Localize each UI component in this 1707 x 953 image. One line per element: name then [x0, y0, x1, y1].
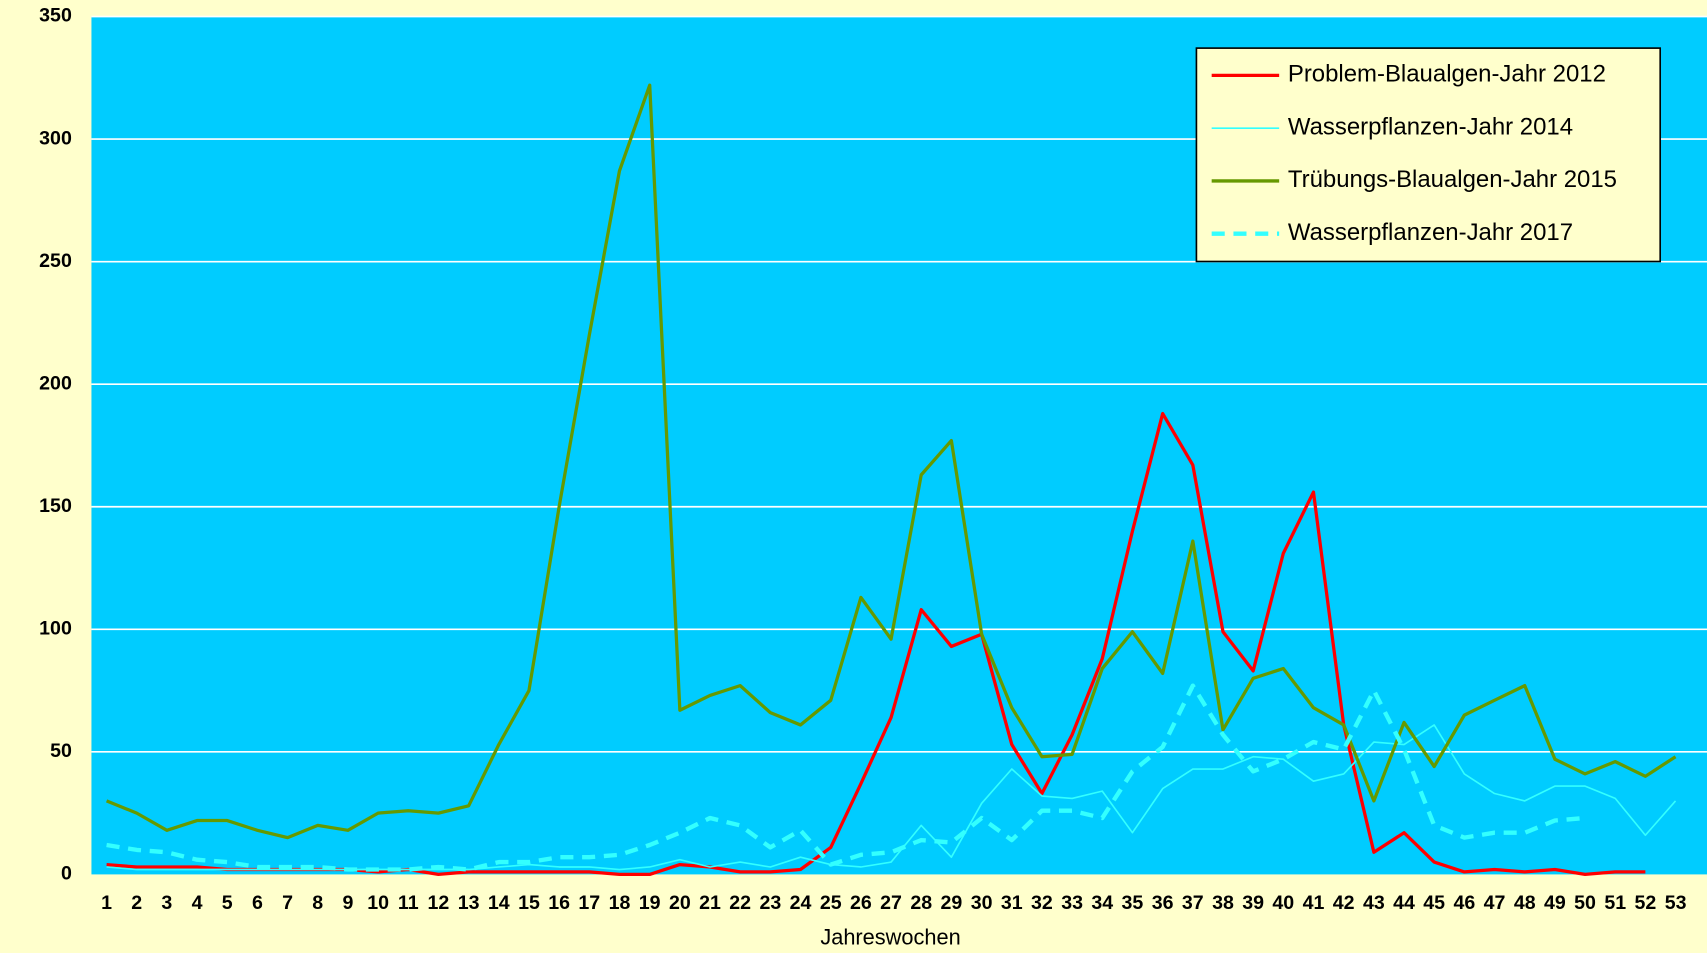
x-tick-label: 7	[282, 892, 293, 914]
x-tick-label: 46	[1453, 892, 1475, 914]
x-tick-label: 24	[790, 892, 812, 914]
x-tick-label: 53	[1665, 892, 1687, 914]
x-tick-label: 28	[910, 892, 932, 914]
x-tick-label: 41	[1303, 892, 1325, 914]
x-tick-label: 12	[428, 892, 450, 914]
x-tick-label: 16	[548, 892, 570, 914]
x-tick-label: 51	[1604, 892, 1626, 914]
x-tick-label: 31	[1001, 892, 1023, 914]
x-tick-label: 29	[941, 892, 963, 914]
x-tick-label: 23	[759, 892, 781, 914]
x-tick-label: 22	[729, 892, 751, 914]
x-tick-label: 5	[222, 892, 233, 914]
y-tick-label: 100	[39, 617, 72, 639]
x-tick-label: 4	[192, 892, 203, 914]
x-tick-label: 6	[252, 892, 263, 914]
x-tick-label: 47	[1484, 892, 1506, 914]
x-tick-label: 14	[488, 892, 510, 914]
y-tick-label: 200	[39, 372, 72, 394]
x-tick-label: 25	[820, 892, 842, 914]
legend-box	[1195, 47, 1662, 263]
x-tick-label: 45	[1423, 892, 1445, 914]
legend-label: Wasserpflanzen-Jahr 2014	[1288, 113, 1573, 140]
x-tick-label: 52	[1635, 892, 1657, 914]
x-tick-label: 38	[1212, 892, 1234, 914]
series-line	[106, 411, 1646, 877]
x-tick-label: 33	[1061, 892, 1083, 914]
x-tick-label: 32	[1031, 892, 1053, 914]
x-tick-label: 27	[880, 892, 902, 914]
x-tick-label: 30	[971, 892, 993, 914]
x-tick-label: 40	[1272, 892, 1294, 914]
y-tick-label: 50	[50, 740, 72, 762]
x-tick-label: 18	[609, 892, 631, 914]
series-line	[106, 683, 1586, 872]
x-tick-label: 10	[367, 892, 389, 914]
x-tick-label: 9	[342, 892, 353, 914]
x-tick-label: 44	[1393, 892, 1415, 914]
x-tick-label: 15	[518, 892, 540, 914]
x-tick-label: 42	[1333, 892, 1355, 914]
y-tick-label: 350	[39, 5, 72, 27]
legend-label: Problem-Blaualgen-Jahr 2012	[1288, 61, 1606, 88]
x-tick-label: 34	[1091, 892, 1113, 914]
x-tick-label: 19	[639, 892, 661, 914]
x-tick-label: 13	[458, 892, 480, 914]
legend-label: Wasserpflanzen-Jahr 2017	[1288, 219, 1573, 246]
y-tick-label: 150	[39, 495, 72, 517]
y-tick-label: 300	[39, 127, 72, 149]
y-tick-label: 250	[39, 250, 72, 272]
x-tick-label: 26	[850, 892, 872, 914]
x-tick-label: 8	[312, 892, 323, 914]
x-tick-label: 1	[101, 892, 112, 914]
x-tick-label: 50	[1574, 892, 1596, 914]
x-tick-label: 36	[1152, 892, 1174, 914]
x-tick-label: 49	[1544, 892, 1566, 914]
x-tick-label: 20	[669, 892, 691, 914]
x-tick-label: 17	[578, 892, 600, 914]
x-tick-label: 3	[161, 892, 172, 914]
x-tick-label: 2	[131, 892, 142, 914]
y-tick-label: 0	[61, 863, 72, 885]
series-line	[105, 83, 1677, 840]
x-tick-label: 21	[699, 892, 721, 914]
x-tick-label: 37	[1182, 892, 1204, 914]
x-tick-label: 35	[1122, 892, 1144, 914]
x-tick-label: 11	[398, 892, 419, 914]
x-tick-label: 48	[1514, 892, 1536, 914]
x-tick-label: 39	[1242, 892, 1264, 914]
x-axis-title: Jahreswochen	[820, 924, 960, 949]
x-tick-label: 43	[1363, 892, 1385, 914]
legend-label: Trübungs-Blaualgen-Jahr 2015	[1288, 166, 1617, 193]
